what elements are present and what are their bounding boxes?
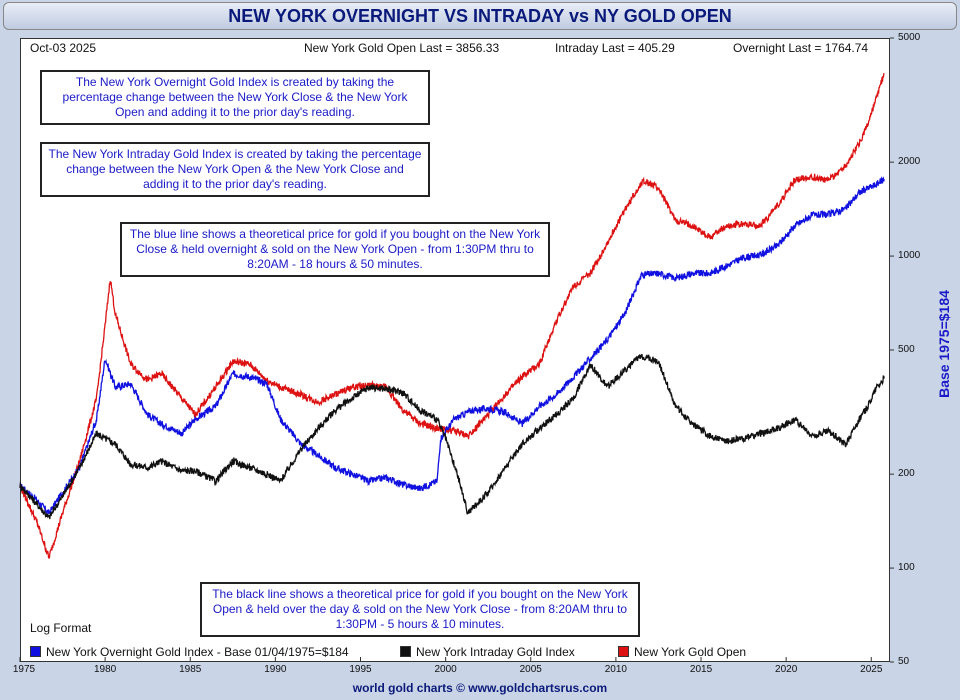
x-tick-label: 2005 bbox=[519, 664, 542, 675]
x-tick-label: 1985 bbox=[179, 664, 202, 675]
intraday-last: Intraday Last = 405.29 bbox=[555, 41, 675, 55]
y-tick-label: 200 bbox=[898, 468, 915, 480]
legend-overnight: New York Overnight Gold Index - Base 01/… bbox=[30, 645, 349, 659]
legend-gold-open-label: New York Gold Open bbox=[634, 645, 747, 659]
x-tick-label: 1990 bbox=[264, 664, 287, 675]
footer-credit: world gold charts © www.goldchartsrus.co… bbox=[352, 681, 608, 695]
gold-open-last: New York Gold Open Last = 3856.33 bbox=[304, 41, 500, 55]
legend-swatch-black bbox=[400, 646, 411, 657]
legend-intraday: New York Intraday Gold Index bbox=[400, 645, 575, 659]
x-tick-label: 1995 bbox=[349, 664, 372, 675]
y-tick-label: 100 bbox=[898, 562, 915, 574]
date-label: Oct-03 2025 bbox=[30, 41, 97, 55]
series-gold-open-line bbox=[19, 72, 885, 559]
legend-swatch-red bbox=[618, 646, 629, 657]
note-intraday-definition: The New York Intraday Gold Index is crea… bbox=[40, 142, 430, 197]
chart-title: NEW YORK OVERNIGHT VS INTRADAY vs NY GOL… bbox=[3, 2, 957, 30]
overnight-last: Overnight Last = 1764.74 bbox=[733, 41, 869, 55]
y-tick-label: 5000 bbox=[898, 32, 921, 43]
legend-swatch-blue bbox=[30, 646, 41, 657]
note-blue-line: The blue line shows a theoretical price … bbox=[120, 222, 550, 277]
series-overnight-line bbox=[19, 176, 885, 515]
x-tick-label: 2025 bbox=[860, 664, 883, 675]
note-black-line: The black line shows a theoretical price… bbox=[200, 582, 640, 637]
x-tick-label: 2010 bbox=[604, 664, 627, 675]
legend-overnight-label: New York Overnight Gold Index - Base 01/… bbox=[46, 645, 349, 659]
legend-intraday-label: New York Intraday Gold Index bbox=[416, 645, 575, 659]
x-tick-label: 1975 bbox=[12, 664, 36, 675]
y-tick-label: 2000 bbox=[898, 156, 921, 168]
x-tick-label: 2015 bbox=[689, 664, 713, 675]
note-overnight-definition: The New York Overnight Gold Index is cre… bbox=[40, 70, 430, 125]
y-tick-label: 1000 bbox=[898, 250, 921, 262]
legend-gold-open: New York Gold Open bbox=[618, 645, 746, 659]
x-tick-label: 2000 bbox=[434, 664, 457, 675]
y-axis-label: Base 1975=$184 bbox=[936, 290, 952, 398]
x-tick-label: 2020 bbox=[775, 664, 798, 675]
series-intraday-line bbox=[19, 353, 885, 520]
x-tick-label: 1980 bbox=[94, 664, 117, 675]
y-tick-label: 50 bbox=[898, 656, 910, 667]
log-format-label: Log Format bbox=[30, 621, 92, 635]
y-tick-label: 500 bbox=[898, 344, 915, 355]
